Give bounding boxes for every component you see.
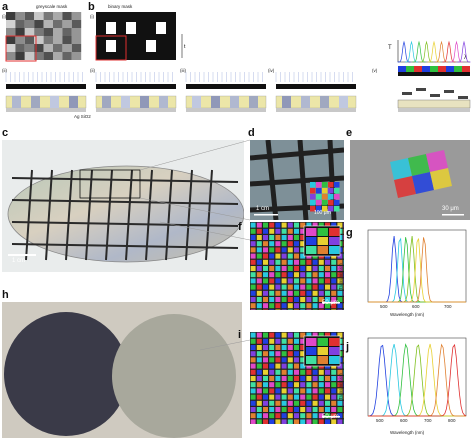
scale-bar-d-inset: 100 μm xyxy=(314,210,331,216)
j-ylabel: Transmission xyxy=(338,373,343,400)
wafer-photo-c: 1 cm xyxy=(2,140,244,272)
panel-label-h: h xyxy=(2,289,9,301)
panel-label-a: a xyxy=(2,1,9,13)
panel-label-b: b xyxy=(88,1,95,13)
panel-label-e: e xyxy=(346,127,353,139)
wafers-photo-h xyxy=(2,302,242,438)
lambda-axis-label: λ xyxy=(464,55,467,61)
svg-text:t: t xyxy=(184,44,186,50)
t-axis-label: T xyxy=(388,45,392,51)
g-xlabel: Wavelength (nm) xyxy=(390,312,425,317)
greyscale-highlight xyxy=(5,35,37,62)
binary-mask-title: binary mask xyxy=(108,4,133,9)
j-tick-700: 700 xyxy=(424,418,432,423)
step-label-i-b: (i) xyxy=(90,14,94,19)
g-tick-600: 600 xyxy=(412,304,420,309)
g-tick-700: 700 xyxy=(444,304,452,309)
chart-j xyxy=(367,337,467,417)
panel-label-c: c xyxy=(2,127,9,139)
j-tick-800: 800 xyxy=(448,418,456,423)
step-label-i-a: (i) xyxy=(2,14,6,19)
scale-bar-f: 50 μm xyxy=(322,300,339,306)
panel-label-f: f xyxy=(238,221,242,233)
ag-sio2-label: Ag SiO2 xyxy=(74,114,91,119)
color-array-f: 50 μm xyxy=(250,222,344,310)
panel-label-i: i xyxy=(238,329,242,341)
greyscale-mask xyxy=(6,12,82,60)
step-label-iv: (iv) xyxy=(268,68,275,73)
j-xlabel: Wavelength (nm) xyxy=(390,430,425,435)
panel-label-d: d xyxy=(248,127,255,139)
chart-g xyxy=(367,229,467,303)
g-tick-500: 500 xyxy=(380,304,388,309)
panel-label-j: j xyxy=(346,341,350,353)
step-label-iii: (iii) xyxy=(180,68,186,73)
panel-label-g: g xyxy=(346,227,353,239)
wafer-zoom-photo-d: 1 cm 100 μm xyxy=(250,140,344,220)
step-label-v: (v) xyxy=(372,68,378,73)
color-array-i: 50 μm xyxy=(250,332,344,424)
scale-bar-i: 50 μm xyxy=(322,414,339,420)
sem-image-e: 30 μm xyxy=(350,140,470,220)
greyscale-mask-title: greyscale mask xyxy=(36,4,68,9)
j-tick-500: 500 xyxy=(376,418,384,423)
step-label-ii-a: (ii) xyxy=(2,68,7,73)
g-ylabel: Transmission xyxy=(338,263,343,290)
scale-bar-e: 30 μm xyxy=(442,206,459,212)
scale-bar-d: 1 cm xyxy=(256,206,270,212)
scale-bar-c: 1 cm xyxy=(12,258,26,264)
step-label-ii-b: (ii) xyxy=(90,68,95,73)
top-schematic: t xyxy=(5,12,471,112)
j-tick-600: 600 xyxy=(400,418,408,423)
